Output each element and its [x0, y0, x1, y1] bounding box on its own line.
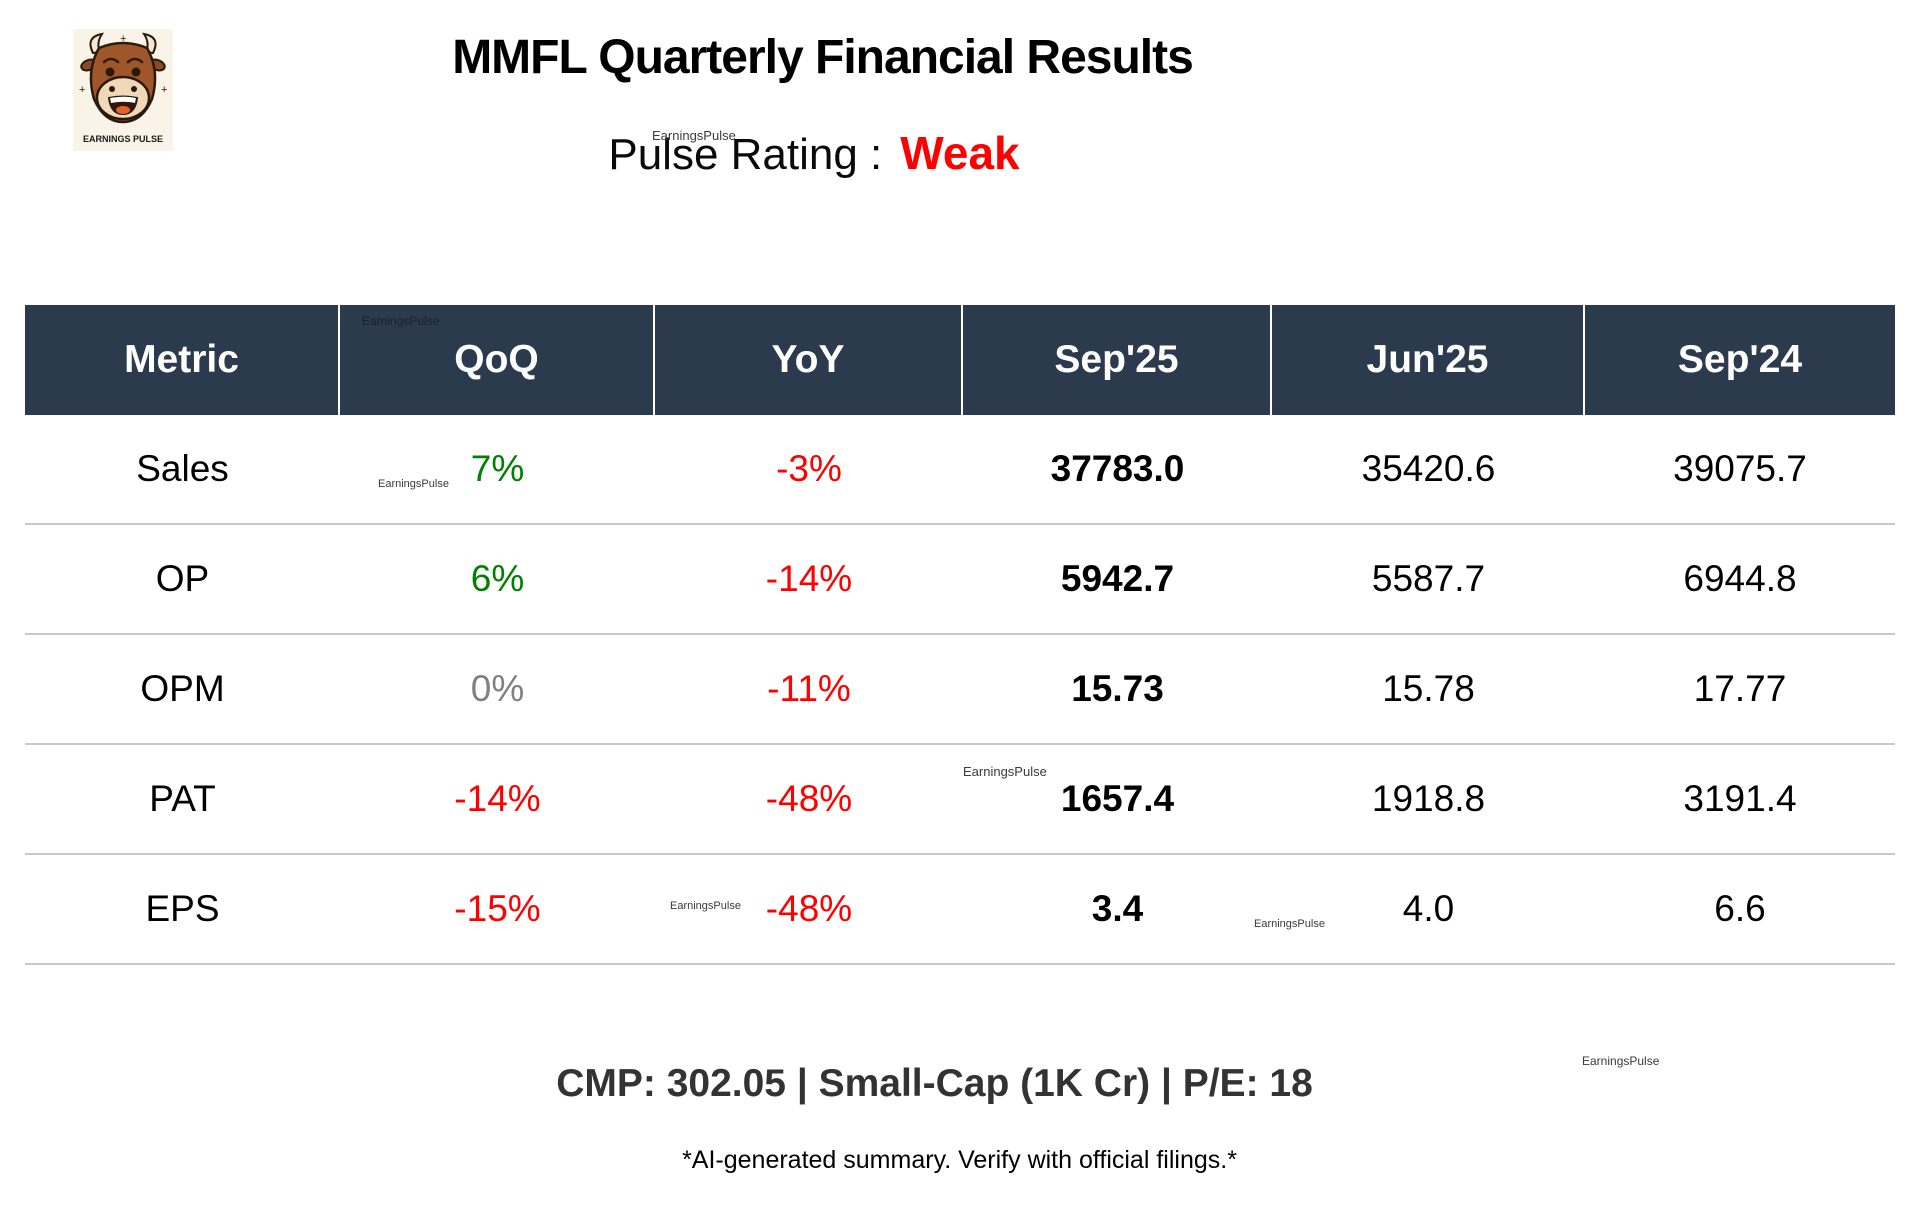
- watermark: EarningsPulse: [1582, 1054, 1660, 1068]
- table-row-opm: OPM 0% -11% 15.73 15.78 17.77: [25, 635, 1895, 745]
- jun25-value: 35420.6: [1361, 448, 1496, 489]
- sep24-value: 3191.4: [1683, 778, 1797, 819]
- cmp-summary-line: CMP: 302.05 | Small-Cap (1K Cr) | P/E: 1…: [556, 1062, 1313, 1105]
- earnings-pulse-logo: + + + EARNINGS PULSE: [73, 29, 173, 151]
- watermark: EarningsPulse: [652, 128, 736, 143]
- table-row-pat: PAT -14% -48% 1657.4 1918.8 3191.4: [25, 745, 1895, 855]
- metric-name: EPS: [145, 888, 220, 929]
- svg-text:+: +: [120, 33, 126, 45]
- watermark: EarningsPulse: [670, 900, 741, 912]
- col-header-qoq: QoQ: [340, 305, 655, 415]
- svg-text:+: +: [161, 84, 167, 96]
- sep25-value: 37783.0: [1050, 448, 1185, 489]
- metric-name: OPM: [140, 668, 225, 709]
- watermark: EarningsPulse: [362, 314, 440, 328]
- metric-name: OP: [155, 558, 210, 599]
- sep25-value: 15.73: [1071, 668, 1164, 709]
- col-header-sep25: Sep'25: [963, 305, 1272, 415]
- logo-text: EARNINGS PULSE: [83, 134, 163, 144]
- watermark: EarningsPulse: [1254, 918, 1325, 930]
- jun25-value: 15.78: [1382, 668, 1475, 709]
- sep24-value: 6.6: [1714, 888, 1766, 929]
- qoq-value: -15%: [454, 888, 541, 929]
- jun25-value: 5587.7: [1371, 558, 1486, 599]
- sep25-value: 5942.7: [1060, 558, 1175, 599]
- col-header-sep24: Sep'24: [1677, 338, 1803, 381]
- table-row-op: OP 6% -14% 5942.7 5587.7 6944.8: [25, 525, 1895, 635]
- yoy-value: -11%: [767, 668, 851, 709]
- jun25-value: 1918.8: [1371, 778, 1486, 819]
- sep25-value: 1657.4: [1060, 778, 1175, 819]
- rating-value: Weak: [900, 127, 1020, 179]
- page-title: MMFL Quarterly Financial Results: [452, 31, 1194, 84]
- table-header-row: Metric QoQ YoY Sep'25 Jun'25 Sep'24: [25, 305, 1895, 415]
- yoy-value: -48%: [765, 778, 853, 819]
- yoy-value: -48%: [765, 888, 853, 929]
- bull-mascot-icon: + + + EARNINGS PULSE: [73, 29, 173, 151]
- col-header-jun25: Jun'25: [1272, 305, 1585, 415]
- yoy-value: -14%: [765, 558, 853, 599]
- financial-table: Metric QoQ YoY Sep'25 Jun'25 Sep'24 Sale…: [25, 305, 1895, 965]
- disclaimer-text: *AI-generated summary. Verify with offic…: [682, 1146, 1237, 1174]
- sep25-value: 3.4: [1091, 888, 1144, 929]
- jun25-value: 4.0: [1402, 888, 1455, 929]
- pulse-rating-line: Pulse Rating : Weak: [0, 126, 1628, 180]
- qoq-value: 0%: [470, 668, 525, 709]
- sep24-value: 6944.8: [1683, 558, 1797, 599]
- col-header-metric: Metric: [25, 305, 340, 415]
- sep24-value: 17.77: [1693, 668, 1787, 709]
- table-row-eps: EPS -15% -48% 3.4 4.0 6.6: [25, 855, 1895, 965]
- col-header-yoy: YoY: [655, 305, 963, 415]
- metric-name: Sales: [136, 448, 229, 489]
- table-row-sales: Sales 7% -3% 37783.0 35420.6 39075.7: [25, 415, 1895, 525]
- watermark: EarningsPulse: [378, 478, 449, 490]
- watermark: EarningsPulse: [963, 764, 1047, 779]
- yoy-value: -3%: [776, 448, 842, 489]
- sep24-value: 39075.7: [1673, 448, 1807, 489]
- qoq-value: -14%: [454, 778, 541, 819]
- qoq-value: 7%: [470, 448, 525, 489]
- rating-label: Pulse Rating :: [608, 130, 883, 179]
- metric-name: PAT: [149, 778, 216, 819]
- svg-text:+: +: [79, 84, 85, 96]
- qoq-value: 6%: [470, 558, 525, 599]
